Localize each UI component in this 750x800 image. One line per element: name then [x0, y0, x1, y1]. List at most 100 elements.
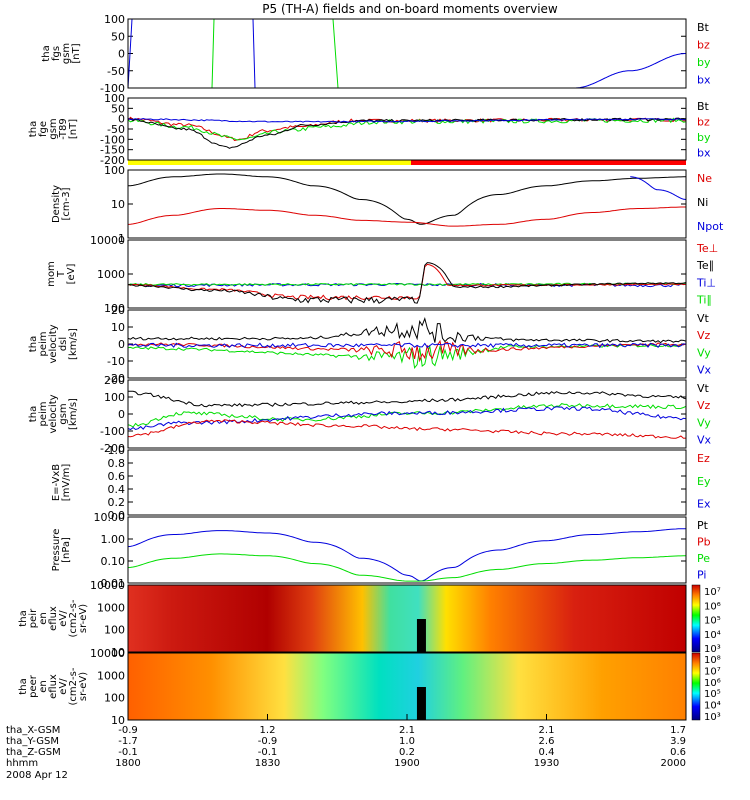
- y-tick-label: 0.8: [108, 457, 126, 470]
- y-axis-label-line: tha: [18, 610, 29, 626]
- y-tick-label: 10: [111, 646, 125, 659]
- y-tick-label: 0.0: [108, 509, 126, 522]
- y-axis-label-line: sr-eV): [78, 672, 89, 701]
- y-tick-label: 0.4: [108, 483, 126, 496]
- legend-entry: Vt: [697, 312, 710, 325]
- colorbar-label: 10⁴: [704, 701, 721, 712]
- y-tick-label: 0: [118, 48, 125, 61]
- y-tick-label: 100: [104, 13, 125, 26]
- y-tick-label: -100: [100, 133, 125, 146]
- x-row-value: 3.9: [670, 736, 686, 747]
- y-axis-label-line: peim: [38, 331, 49, 356]
- x-row-value: -0.1: [118, 747, 138, 758]
- y-axis-label-line: tha: [28, 121, 39, 137]
- vy-trace: [127, 403, 687, 428]
- y-tick-label: 0.2: [108, 496, 126, 509]
- x-row-value: 0.4: [539, 747, 555, 758]
- colorbar: [691, 652, 701, 721]
- y-tick-label: 0: [118, 338, 125, 351]
- y-tick-label: 10000: [90, 234, 125, 247]
- vz-trace: [127, 419, 687, 439]
- x-row-value: 1.2: [260, 725, 276, 736]
- x-row-label: hhmm: [6, 758, 38, 769]
- status-bar-yellow: [128, 160, 411, 165]
- legend-entry: Te⊥: [696, 242, 718, 255]
- y-tick-label: 50: [111, 102, 125, 115]
- vt-trace: [127, 316, 687, 344]
- by-trace: [211, 18, 215, 89]
- bx-trace: [252, 18, 256, 89]
- legend-entry: Vy: [697, 416, 711, 429]
- x-row-value: 1800: [115, 758, 140, 769]
- y-axis-label: thapeirenefluxeV/(cm2-s-sr-eV): [18, 599, 89, 637]
- y-axis-label-line: peim: [38, 401, 49, 426]
- pressure-traces: [127, 528, 686, 582]
- y-axis-label-line: [nT]: [68, 119, 79, 139]
- x-row-value: -1.7: [118, 736, 138, 747]
- x-row-label: tha_Z-GSM: [6, 747, 61, 758]
- y-tick-label: -50: [107, 65, 125, 78]
- vx-trace: [127, 342, 687, 349]
- panel-temp: 10000 1000 100 momT[eV] Te⊥ Te∥ Ti⊥ Ti∥: [46, 234, 718, 315]
- legend-entry: Ne: [697, 172, 712, 185]
- y-tick-label: 100: [104, 692, 125, 705]
- y-tick-label: -100: [100, 425, 125, 438]
- y-axis-label: momT[eV]: [46, 261, 77, 287]
- y-axis-label-line: fge: [38, 121, 49, 137]
- ni-trace: [127, 173, 686, 225]
- y-tick-label: -150: [100, 144, 125, 157]
- y-tick-label: 0: [118, 113, 125, 126]
- vz-trace: [127, 339, 687, 363]
- y-axis-label: Density[cm-3]: [51, 185, 72, 223]
- y-axis-label-line: Density: [51, 185, 62, 223]
- legend-entry: Vx: [697, 433, 712, 446]
- legend-entry: Npot: [697, 220, 724, 233]
- panel-ve: 20100-10-20thapeimvelocitydsl[km/s]VtVzV…: [28, 304, 712, 385]
- status-bar-red: [411, 160, 686, 165]
- fge-traces: [127, 116, 687, 149]
- y-axis-label-line: tha: [28, 406, 39, 422]
- y-tick-label: 10: [111, 321, 125, 334]
- y-tick-label: 10000: [90, 579, 125, 592]
- density-traces: [127, 173, 686, 227]
- y-axis-label: thafgegsm-T89[nT]: [28, 118, 79, 140]
- y-axis-label-line: velocity: [48, 324, 59, 363]
- y-axis-label: thapeimvelocitydsl[km/s]: [28, 324, 79, 363]
- x-row-value: 1900: [394, 758, 419, 769]
- y-axis-label-line: [nT]: [71, 43, 82, 63]
- legend-entry: bz: [697, 38, 710, 51]
- y-tick-label: 0.10: [101, 555, 126, 568]
- legend-entry: Bt: [697, 21, 710, 34]
- y-axis-label-line: eV/: [58, 610, 69, 627]
- legend-entry: bx: [697, 146, 711, 159]
- legend-entry: by: [697, 56, 711, 69]
- vt-trace: [127, 390, 687, 408]
- y-tick-label: 0.6: [108, 470, 126, 483]
- x-row-value: 0.2: [399, 747, 415, 758]
- colorbar-label: 10⁷: [704, 666, 721, 677]
- vx-trace: [127, 406, 687, 431]
- y-tick-label: -50: [107, 123, 125, 136]
- panel-frame: [127, 379, 687, 449]
- status-bar: [128, 160, 686, 165]
- x-row-value: 0.6: [670, 747, 686, 758]
- legend-entry: Bt: [697, 100, 710, 113]
- panel-frame: [127, 516, 687, 584]
- x-row-label: tha_Y-GSM: [6, 736, 59, 747]
- fgs-traces: [127, 18, 686, 89]
- x-row-value: 2.1: [399, 725, 415, 736]
- y-tick-label: 1000: [97, 268, 125, 281]
- ti-par-trace: [127, 282, 687, 286]
- colorbar-label: 10⁵: [704, 689, 721, 700]
- y-tick-label: 0: [118, 408, 125, 421]
- y-axis-label-line: peer: [28, 674, 39, 698]
- y-axis-label-line: eflux: [48, 674, 59, 699]
- pi-trace: [127, 528, 686, 582]
- y-tick-label: 10: [111, 198, 125, 211]
- colorbar-label: 10⁵: [704, 616, 721, 627]
- y-tick-label: 100: [104, 391, 125, 404]
- legend-entry: Vz: [697, 329, 711, 342]
- y-axis-label-line: peir: [28, 608, 39, 628]
- panel-vi: 200 100 0 -100 -200 thapeimvelocitygsm[km/s] V…: [28, 374, 712, 455]
- y-axis-label-line: [mV/m]: [61, 464, 72, 502]
